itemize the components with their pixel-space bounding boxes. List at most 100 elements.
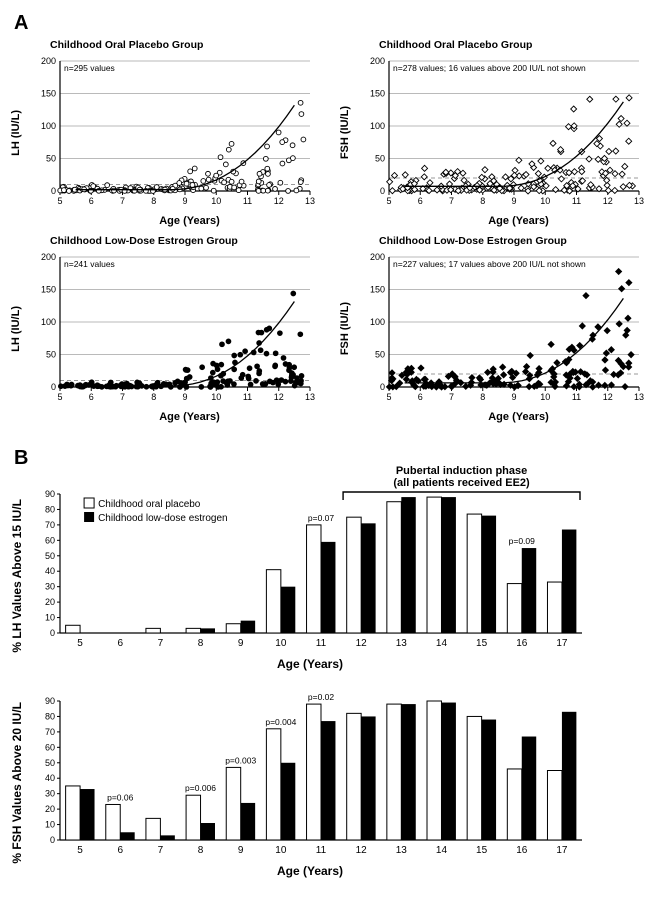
svg-text:Pubertal induction phase: Pubertal induction phase: [396, 465, 527, 477]
svg-text:12: 12: [274, 196, 284, 206]
svg-text:p=0.003: p=0.003: [225, 755, 256, 765]
svg-text:8: 8: [198, 845, 204, 856]
svg-text:200: 200: [370, 252, 385, 262]
svg-text:13: 13: [634, 392, 644, 402]
svg-text:0: 0: [51, 186, 56, 196]
svg-text:50: 50: [45, 551, 55, 561]
svg-text:8: 8: [151, 392, 156, 402]
svg-text:11: 11: [572, 392, 581, 402]
bar-xlabel: Age (Years): [30, 657, 590, 671]
panel-a-label: A: [14, 12, 654, 35]
bar-chart: % FSH Values Above 20 IU/L 0 10 20 30 40 50 60 7…: [10, 687, 654, 878]
svg-text:70: 70: [45, 520, 55, 530]
svg-text:11: 11: [316, 845, 327, 856]
svg-text:9: 9: [238, 638, 244, 649]
scatter-ylabel: LH (IU/L): [10, 306, 22, 352]
svg-text:13: 13: [305, 196, 315, 206]
svg-text:10: 10: [211, 392, 221, 402]
svg-text:14: 14: [436, 845, 448, 856]
svg-text:10: 10: [540, 392, 550, 402]
svg-text:0: 0: [50, 835, 55, 845]
svg-text:8: 8: [480, 392, 485, 402]
scatter-plot: 0501001502005678910111213n=295 values: [26, 53, 316, 213]
svg-text:40: 40: [45, 773, 55, 783]
svg-text:100: 100: [41, 317, 56, 327]
svg-text:6: 6: [418, 392, 423, 402]
svg-text:11: 11: [572, 196, 581, 206]
scatter-cell: Childhood Low-Dose Estrogen GroupLH (IU/…: [10, 235, 325, 423]
svg-text:90: 90: [45, 696, 55, 706]
scatter-xlabel: Age (Years): [54, 411, 325, 423]
svg-text:9: 9: [238, 845, 244, 856]
scatter-title: Childhood Low-Dose Estrogen Group: [379, 235, 654, 247]
svg-text:30: 30: [45, 789, 55, 799]
svg-text:n=241 values: n=241 values: [64, 259, 115, 269]
scatter-xlabel: Age (Years): [54, 215, 325, 227]
svg-text:200: 200: [41, 252, 56, 262]
svg-text:50: 50: [375, 154, 385, 164]
svg-text:5: 5: [57, 392, 62, 402]
svg-text:9: 9: [511, 196, 516, 206]
svg-text:13: 13: [396, 845, 408, 856]
svg-text:40: 40: [45, 566, 55, 576]
svg-text:p=0.06: p=0.06: [107, 792, 134, 802]
scatter-ylabel: FSH (IU/L): [339, 302, 351, 355]
svg-text:16: 16: [516, 845, 528, 856]
svg-text:5: 5: [386, 392, 391, 402]
svg-text:Childhood oral placebo: Childhood oral placebo: [98, 499, 201, 510]
svg-text:5: 5: [77, 845, 83, 856]
svg-text:10: 10: [45, 820, 55, 830]
svg-text:20: 20: [45, 597, 55, 607]
svg-text:13: 13: [634, 196, 644, 206]
svg-text:6: 6: [89, 392, 94, 402]
svg-text:(all patients received EE2): (all patients received EE2): [393, 477, 530, 489]
svg-text:n=227 values; 17 values above: n=227 values; 17 values above 200 IU/L n…: [393, 259, 586, 269]
svg-text:50: 50: [46, 154, 56, 164]
svg-text:80: 80: [45, 504, 55, 514]
svg-text:7: 7: [120, 392, 125, 402]
svg-text:9: 9: [182, 392, 187, 402]
scatter-cell: Childhood Oral Placebo GroupLH (IU/L)050…: [10, 39, 325, 227]
svg-text:50: 50: [45, 758, 55, 768]
bar-xlabel: Age (Years): [30, 864, 590, 878]
svg-text:13: 13: [396, 638, 408, 649]
scatter-title: Childhood Oral Placebo Group: [50, 39, 325, 51]
svg-text:60: 60: [45, 742, 55, 752]
svg-text:12: 12: [603, 392, 613, 402]
svg-text:20: 20: [45, 804, 55, 814]
svg-text:11: 11: [316, 638, 327, 649]
panel-b-label: B: [14, 447, 654, 470]
svg-text:7: 7: [449, 392, 454, 402]
svg-text:15: 15: [476, 845, 488, 856]
svg-text:10: 10: [275, 638, 287, 649]
svg-text:0: 0: [51, 382, 56, 392]
svg-text:100: 100: [41, 121, 56, 131]
svg-text:n=295 values: n=295 values: [64, 63, 115, 73]
svg-text:5: 5: [77, 638, 83, 649]
svg-text:200: 200: [370, 56, 385, 66]
svg-text:100: 100: [370, 317, 385, 327]
svg-text:10: 10: [45, 613, 55, 623]
bar-ylabel: % LH Values Above 15 IU/L: [10, 499, 24, 653]
svg-text:50: 50: [46, 350, 56, 360]
svg-text:0: 0: [380, 382, 385, 392]
svg-text:8: 8: [198, 638, 204, 649]
svg-text:7: 7: [158, 845, 164, 856]
svg-text:150: 150: [370, 89, 385, 99]
svg-text:9: 9: [511, 392, 516, 402]
scatter-plot: 0501001502005678910111213n=241 values: [26, 249, 316, 409]
bar-ylabel: % FSH Values Above 20 IU/L: [10, 702, 24, 864]
svg-text:p=0.004: p=0.004: [265, 717, 296, 727]
svg-text:6: 6: [117, 638, 123, 649]
svg-text:10: 10: [275, 845, 287, 856]
svg-text:7: 7: [158, 638, 164, 649]
scatter-grid: Childhood Oral Placebo GroupLH (IU/L)050…: [10, 39, 654, 423]
svg-text:150: 150: [41, 285, 56, 295]
svg-text:30: 30: [45, 582, 55, 592]
svg-text:17: 17: [556, 845, 568, 856]
svg-text:50: 50: [375, 350, 385, 360]
svg-text:6: 6: [89, 196, 94, 206]
scatter-title: Childhood Oral Placebo Group: [379, 39, 654, 51]
bar-svg: 0102030405060708090567891011121314151617…: [30, 687, 590, 862]
svg-text:80: 80: [45, 711, 55, 721]
